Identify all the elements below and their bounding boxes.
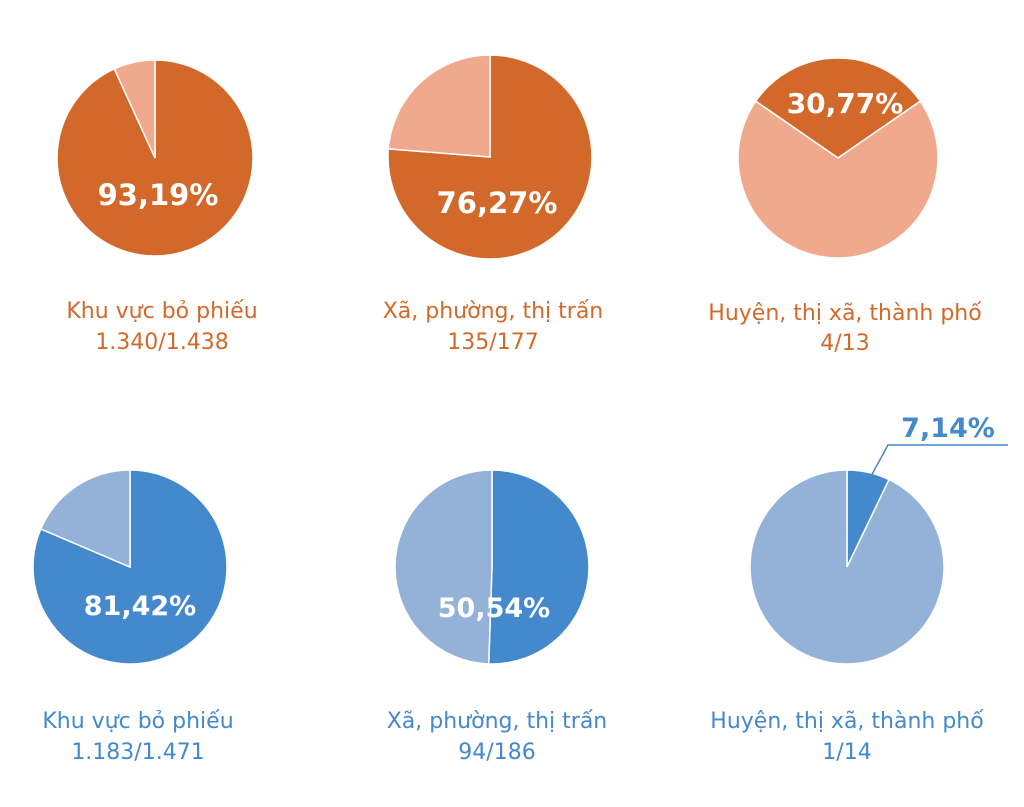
chart-caption-ratio: 1.340/1.438 [95, 330, 228, 355]
slice-percent-label: 30,77% [787, 87, 904, 120]
slice-percent-label: 50,54% [438, 593, 550, 624]
pie-slice-main [32, 469, 228, 665]
pie-chart-5: 50,54% Xã, phường, thị trấn 94/186 [387, 469, 608, 765]
chart-caption-title: Khu vực bỏ phiếu [66, 299, 257, 324]
chart-caption-title: Xã, phường, thị trấn [383, 299, 604, 324]
chart-caption-ratio: 1.183/1.471 [71, 740, 204, 765]
slice-percent-label: 93,19% [98, 178, 219, 212]
chart-caption-title: Xã, phường, thị trấn [387, 709, 608, 734]
pie-slice-main [754, 57, 922, 159]
pie-chart-2: 76,27% Xã, phường, thị trấn 135/177 [383, 54, 604, 355]
slice-percent-label: 76,27% [437, 186, 558, 220]
chart-caption-ratio: 135/177 [447, 330, 538, 355]
pie-slice-rest [113, 59, 156, 159]
pie-chart-1: 93,19% Khu vực bỏ phiếu 1.340/1.438 [56, 59, 258, 355]
chart-caption-title: Khu vực bỏ phiếu [42, 709, 233, 734]
pie-chart-6: 7,14% Huyện, thị xã, thành phố 1/14 [710, 413, 1008, 765]
chart-caption-ratio: 94/186 [458, 740, 535, 765]
pie-slice-rest [394, 469, 493, 665]
callout-line [864, 444, 1008, 487]
pie-chart-4: 81,42% Khu vực bỏ phiếu 1.183/1.471 [32, 469, 234, 765]
chart-caption-title: Huyện, thị xã, thành phố [710, 709, 984, 734]
pie-slice-rest [39, 469, 131, 569]
pie-slice-rest [737, 100, 939, 259]
chart-caption-ratio: 4/13 [820, 331, 869, 356]
pie-slice-rest [749, 469, 945, 665]
pie-slice-main [387, 54, 593, 260]
chart-caption-ratio: 1/14 [822, 740, 871, 765]
chart-caption-title: Huyện, thị xã, thành phố [708, 301, 982, 326]
pie-slice-rest [387, 54, 491, 158]
slice-percent-label: 7,14% [901, 413, 995, 444]
slice-percent-label: 81,42% [84, 591, 196, 622]
pie-slice-main [487, 469, 590, 665]
pie-chart-3: 30,77% Huyện, thị xã, thành phố 4/13 [708, 57, 982, 356]
